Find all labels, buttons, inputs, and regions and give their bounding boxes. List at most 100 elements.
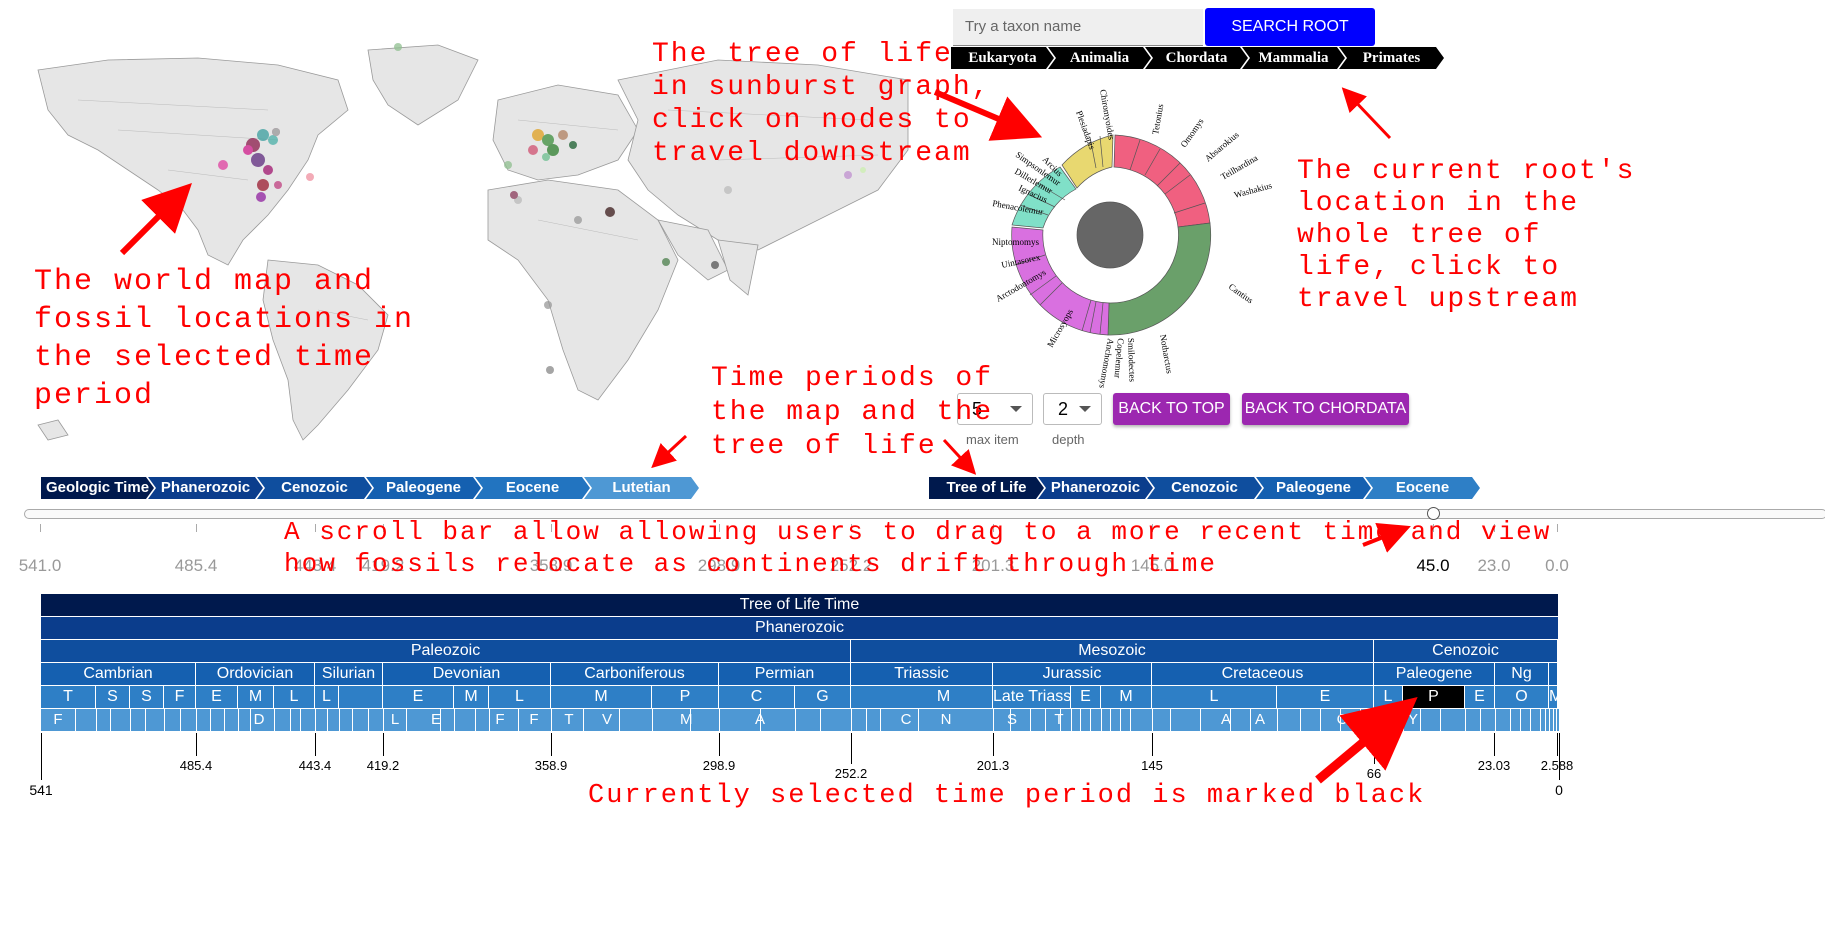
timeline-epoch[interactable]: E (1465, 686, 1495, 708)
sunburst-node-plesiadapidae (1061, 134, 1114, 189)
timeline-tick-line (1557, 733, 1558, 756)
timeline-epoch[interactable]: F (164, 686, 196, 708)
slider-tick-label: 541.0 (18, 556, 62, 575)
timeline-epoch[interactable]: T (41, 686, 96, 708)
timeline-epoch[interactable]: Late Triassic (993, 686, 1071, 708)
timeline-epoch[interactable]: O (1495, 686, 1549, 708)
taxon-crumb-mammalia[interactable]: Mammalia (1242, 47, 1345, 69)
tree-crumb-cenozoic[interactable]: Cenozoic (1147, 477, 1262, 499)
timeline-period[interactable]: Cretaceous (1152, 663, 1374, 685)
timeline-age-divider (339, 709, 340, 731)
arrow-scroll (1362, 522, 1411, 553)
back-to-chordata-button[interactable]: BACK TO CHORDATA (1242, 393, 1409, 425)
map-crumb-phanerozoic[interactable]: Phanerozoic (148, 477, 263, 499)
back-to-top-button[interactable]: BACK TO TOP (1113, 393, 1230, 425)
timeline-age-divider (1300, 709, 1301, 731)
timeline-era[interactable]: Mesozoic (851, 640, 1374, 662)
timeline-tick-line (851, 733, 852, 764)
timeline-epoch[interactable]: M (551, 686, 652, 708)
timeline-epoch[interactable]: C (719, 686, 795, 708)
timeline-age-divider (1420, 709, 1421, 731)
timeline-age-divider (1553, 709, 1554, 731)
timeline-period[interactable]: Cambrian (41, 663, 196, 685)
tree-crumb-paleogene[interactable]: Paleogene (1256, 477, 1371, 499)
timeline-epoch-selected[interactable]: P (1403, 686, 1465, 708)
timeline-period[interactable]: Jurassic (993, 663, 1152, 685)
timeline-age-divider (475, 709, 476, 731)
slider-tick-mark (851, 524, 852, 532)
taxon-crumb-animalia[interactable]: Animalia (1048, 47, 1151, 69)
timeline-epoch[interactable]: M (1549, 686, 1558, 708)
timeline-epoch[interactable]: L (315, 686, 339, 708)
tree-crumb-eocene[interactable]: Eocene (1365, 477, 1480, 499)
map-crumb-cenozoic[interactable]: Cenozoic (257, 477, 372, 499)
timeline-era[interactable]: Paleozoic (41, 640, 851, 662)
timeline-age-label: A (1254, 711, 1265, 728)
search-input[interactable]: Try a taxon name (953, 9, 1203, 46)
timeline-epoch[interactable]: L (489, 686, 551, 708)
timeline-tree-of-life[interactable]: Tree of Life Time (41, 594, 1559, 616)
timeline-tick-label: 2.588 (1540, 758, 1574, 773)
timeline-age-label: A (1220, 711, 1231, 728)
slider-tick-mark (1152, 524, 1153, 532)
timeline-period[interactable]: Carboniferous (551, 663, 719, 685)
timeline-epoch[interactable] (339, 686, 383, 708)
timeline-phanerozoic[interactable]: Phanerozoic (41, 617, 1559, 639)
slider-tick-mark (551, 524, 552, 532)
timeline-epoch[interactable]: S (96, 686, 130, 708)
timeline-period[interactable]: Devonian (383, 663, 551, 685)
timeline-epoch[interactable]: S (130, 686, 164, 708)
timeline-age-divider (210, 709, 211, 731)
timeline-epoch[interactable]: M (1101, 686, 1152, 708)
time-slider-handle[interactable] (1427, 507, 1440, 520)
timeline-era[interactable]: Cenozoic (1374, 640, 1558, 662)
timeline-age-divider (75, 709, 76, 731)
timeline-epoch[interactable]: P (652, 686, 719, 708)
timeline-age-divider (290, 709, 291, 731)
map-crumb-paleogene[interactable]: Paleogene (366, 477, 481, 499)
timeline-epoch[interactable]: E (196, 686, 238, 708)
taxon-crumb-chordata[interactable]: Chordata (1145, 47, 1248, 69)
timeline-period[interactable]: Paleogene (1374, 663, 1495, 685)
timeline-epoch[interactable]: L (1152, 686, 1277, 708)
world-map[interactable] (18, 40, 918, 460)
timeline-period[interactable]: Ng (1495, 663, 1549, 685)
timeline-tick-label: 358.9 (534, 758, 568, 773)
timeline-epoch[interactable]: M (238, 686, 274, 708)
timeline-epoch[interactable]: L (274, 686, 315, 708)
search-root-button[interactable]: SEARCH ROOT (1205, 8, 1375, 46)
timeline-age-divider (454, 709, 455, 731)
timeline-age-divider (250, 709, 251, 731)
annotation-selected: Currently selected time period is marked… (588, 781, 1426, 811)
timeline-period[interactable]: Ordovician (196, 663, 315, 685)
timeline-epoch[interactable]: M (454, 686, 489, 708)
timeline-epoch[interactable]: E (383, 686, 454, 708)
timeline-epoch[interactable]: E (1071, 686, 1101, 708)
map-crumb-eocene[interactable]: Eocene (475, 477, 590, 499)
tree-crumb-tree-of-life-time[interactable]: Tree of Life Time (929, 477, 1044, 499)
map-crumb-lutetian[interactable]: Lutetian (584, 477, 699, 499)
timeline-period[interactable]: Permian (719, 663, 851, 685)
sunburst-chart[interactable]: Tetonius Omomys Absarokius Teilhardina W… (980, 80, 1280, 390)
timeline-age-divider (1120, 709, 1121, 731)
timeline-tick-line (1494, 733, 1495, 756)
timeline-age-divider (1110, 709, 1111, 731)
taxon-crumb-eukaryota[interactable]: Eukaryota (951, 47, 1054, 69)
timeline-period[interactable] (1549, 663, 1558, 685)
timeline-epoch[interactable]: G (795, 686, 851, 708)
timeline-epoch[interactable]: M (895, 686, 993, 708)
timeline-tick-line (993, 733, 994, 756)
timeline-period[interactable]: Silurian (315, 663, 383, 685)
timeline-age-label: M (680, 711, 693, 728)
map-crumb-geologic-time[interactable]: Geologic Time (41, 477, 154, 499)
timeline-age-divider (1495, 709, 1496, 731)
taxon-crumb-primates[interactable]: Primates (1339, 47, 1444, 69)
timeline-tick-line (383, 733, 384, 756)
max-item-select[interactable]: 5 (957, 393, 1033, 425)
time-slider-track[interactable] (24, 509, 1825, 519)
tree-crumb-phanerozoic[interactable]: Phanerozoic (1038, 477, 1153, 499)
timeline-period[interactable]: Triassic (851, 663, 993, 685)
arrow-tree-period (942, 438, 977, 475)
depth-select[interactable]: 2 (1043, 393, 1102, 425)
